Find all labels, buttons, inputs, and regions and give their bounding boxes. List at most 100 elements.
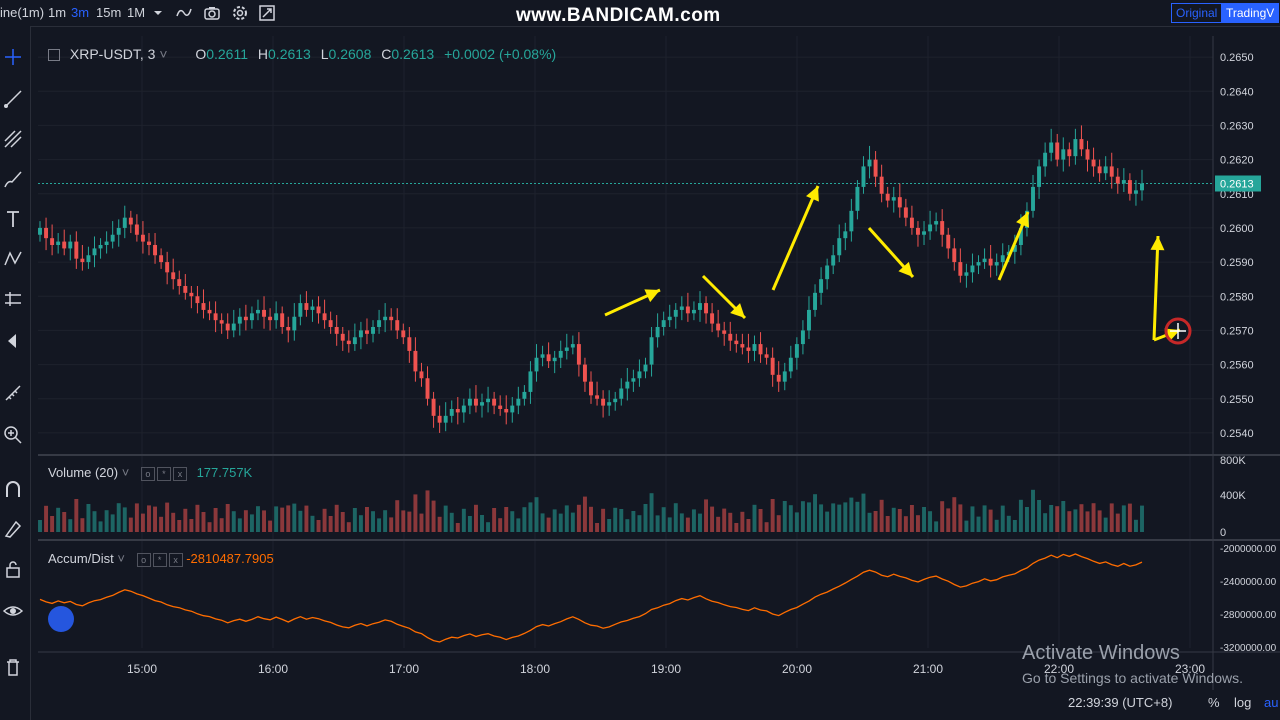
candle-body	[558, 350, 563, 358]
volume-bar	[619, 509, 624, 532]
chevron-down-icon[interactable]: ˅	[159, 46, 168, 62]
close-icon[interactable]: x	[172, 466, 187, 481]
volume-bar	[431, 500, 436, 532]
zoom-icon[interactable]	[2, 424, 24, 446]
candle-body	[1127, 180, 1132, 194]
volume-bar	[528, 502, 533, 532]
indicators-icon[interactable]	[174, 3, 194, 23]
interval-3m[interactable]: 3m	[71, 5, 90, 20]
fullscreen-icon[interactable]	[257, 3, 277, 23]
back-arrow-icon[interactable]	[2, 330, 24, 352]
candle-body	[171, 272, 176, 280]
volume-bar	[401, 510, 406, 532]
collapse-icon[interactable]	[48, 49, 60, 62]
volume-bar	[873, 511, 878, 532]
candle-body	[994, 262, 999, 266]
candle-body	[1043, 152, 1048, 167]
candle-body	[897, 197, 902, 208]
candle-body	[1097, 166, 1102, 174]
chevron-down-icon[interactable]: ˅	[121, 465, 130, 480]
measure-icon[interactable]	[2, 288, 24, 310]
tradingview-logo[interactable]	[48, 606, 74, 632]
candle-body	[153, 245, 158, 256]
settings-icon[interactable]: *	[152, 552, 167, 567]
volume-bar	[752, 504, 757, 532]
volume-bar	[310, 515, 315, 532]
text-tool-icon[interactable]	[2, 208, 24, 230]
candle-body	[564, 347, 569, 351]
candle-body	[358, 330, 363, 338]
candle-body	[934, 221, 939, 225]
settings-icon[interactable]: *	[156, 466, 171, 481]
eye-icon[interactable]: o	[136, 552, 151, 567]
volume-bar	[952, 497, 957, 532]
brush-icon[interactable]	[2, 168, 24, 190]
annotation-arrowhead	[644, 289, 660, 303]
candle-body	[286, 327, 291, 331]
crosshair-icon[interactable]	[2, 46, 24, 68]
candle-body	[1103, 166, 1108, 174]
accum-label[interactable]: Accum/Dist	[48, 551, 114, 566]
low-value: 0.2608	[328, 46, 372, 62]
candle-body	[794, 344, 799, 358]
chevron-down-icon[interactable]	[148, 3, 168, 23]
pitchfork-icon[interactable]	[2, 128, 24, 150]
price-tick-label: 0.2640	[1220, 86, 1254, 98]
candle-body	[1121, 180, 1126, 184]
eye-icon[interactable]	[2, 600, 24, 622]
interval-15m[interactable]: 15m	[96, 5, 122, 20]
volume-bar	[201, 512, 206, 532]
volume-bar	[153, 506, 158, 532]
candle-body	[516, 398, 521, 406]
stay-drawing-icon[interactable]	[2, 518, 24, 540]
percent-toggle[interactable]: %	[1208, 695, 1220, 710]
symbol-name[interactable]: XRP-USDT, 3	[69, 46, 156, 62]
volume-bar	[1018, 499, 1023, 532]
interval-1m[interactable]: 1m	[48, 5, 67, 20]
candle-body	[861, 166, 866, 187]
volume-bar	[183, 508, 188, 532]
volume-bar	[340, 512, 345, 532]
low-label: L	[320, 46, 329, 62]
candle-body	[825, 265, 830, 280]
candle-body	[546, 354, 551, 362]
volume-bar	[128, 517, 133, 532]
volume-bar	[467, 516, 472, 532]
chevron-down-icon[interactable]: ˅	[117, 551, 125, 566]
volume-bar	[443, 505, 448, 532]
volume-bar	[486, 522, 491, 532]
lock-icon[interactable]	[2, 558, 24, 580]
eye-icon[interactable]: o	[140, 466, 155, 481]
volume-bar	[455, 523, 460, 532]
auto-toggle[interactable]: au	[1264, 695, 1279, 710]
candle-body	[147, 241, 151, 245]
interval-dropdown[interactable]: ine(1m)	[0, 5, 45, 20]
interval-1M[interactable]: 1M	[127, 5, 146, 20]
candle-body	[976, 262, 981, 266]
candle-body	[431, 398, 436, 416]
volume-bar	[383, 510, 388, 532]
annotation-arrowhead	[1150, 236, 1165, 251]
candle-body	[492, 398, 497, 406]
magnet-icon[interactable]	[2, 478, 24, 500]
settings-icon[interactable]	[230, 3, 250, 23]
volume-bar	[38, 520, 42, 532]
candle-body	[922, 231, 926, 235]
candle-body	[734, 340, 739, 345]
candle-body	[758, 344, 763, 355]
trash-icon[interactable]	[2, 656, 24, 678]
camera-icon[interactable]	[202, 3, 222, 23]
log-toggle[interactable]: log	[1234, 695, 1252, 710]
volume-label[interactable]: Volume (20)	[48, 465, 119, 480]
pattern-icon[interactable]	[2, 248, 24, 270]
candle-body	[56, 241, 61, 245]
time-tick-label: 18:00	[520, 662, 550, 676]
volume-bar	[316, 520, 321, 532]
close-icon[interactable]: x	[168, 552, 183, 567]
tradingview-view-button[interactable]: TradingV	[1221, 3, 1280, 23]
trendline-icon[interactable]	[2, 88, 24, 110]
volume-bar	[546, 517, 551, 532]
candle-body	[946, 234, 951, 249]
ruler-icon[interactable]	[2, 382, 24, 404]
